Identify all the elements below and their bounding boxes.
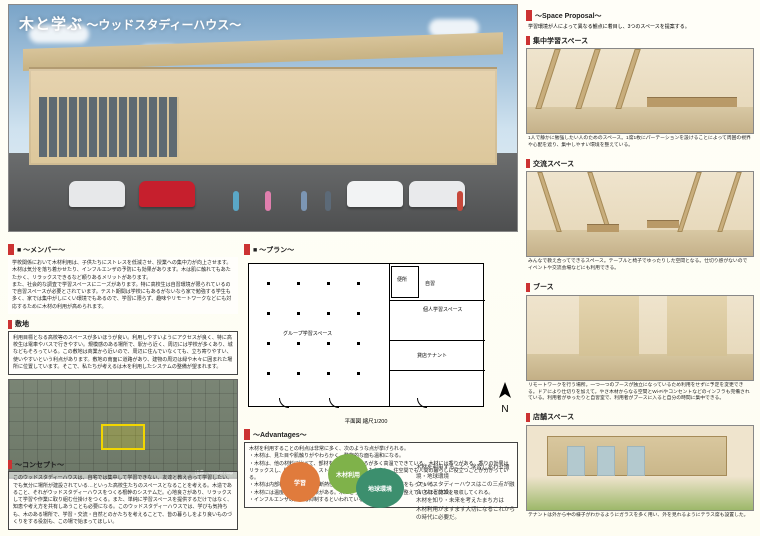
- cap-r4: テナントは外から中の様子がわかるようにガラスを多く用い、外を見れるようにテラス席…: [526, 511, 754, 524]
- north-arrow: N: [494, 382, 516, 415]
- section-r3: ブース: [526, 283, 754, 292]
- floor-plan: グループ学習スペース 個人学習スペース 便所 自習 貸店テナント: [248, 263, 484, 407]
- cap-r3: リモートワークを行う場所。一つ一つのブースが独立になっているため利用をせずに予定…: [526, 381, 754, 407]
- render-group-study: [526, 171, 754, 257]
- member-text: 学校関係において木材利用は、子供たちにストレスを低減させ、授業への集中力が向上さ…: [8, 257, 238, 314]
- section-plan: ■ ～プラン～: [244, 244, 518, 255]
- cap-r2: みんなで教え合ってできるスペース。テーブルと椅子でゆったりした空間となる。仕切り…: [526, 257, 754, 276]
- section-site: 敷地: [8, 320, 238, 329]
- plan-caption: 平面図 縮尺1/200: [244, 417, 488, 425]
- space-intro: 学習環境が人によって異なる観点に着目し、3つのスペースを提案する。: [526, 23, 754, 30]
- concept-diagram: 学習 木材利用 地球環境 木材を利用すること・学習しあわせ環境・地球環境 ウッド…: [244, 454, 518, 508]
- hero-render: 木と学ぶ 〜ウッドスタディーハウス〜: [8, 4, 518, 232]
- section-r2: 交流スペース: [526, 159, 754, 168]
- site-text: 利用目標となる高校等のスペースが多いほうが良い。利用しやすいようにアクセスが良く…: [8, 331, 238, 375]
- cap-r1: 1人で静かに勉強したい人のためのスペース。1席1枚にパーテーションを設けることに…: [526, 134, 754, 153]
- render-solo-study: [526, 48, 754, 134]
- hero-title: 木と学ぶ 〜ウッドスタディーハウス〜: [19, 13, 241, 34]
- render-tenant: [526, 425, 754, 511]
- section-r1: 集中学習スペース: [526, 36, 754, 45]
- concept-text: このウッドスタディーハウスは、自宅では集中して学習できない、友達と教え合って学習…: [8, 471, 238, 530]
- section-concept: ～コンセプト～: [8, 460, 238, 469]
- section-advantages: ～Advantages～: [244, 429, 518, 440]
- section-member: ■ ～メンバー～: [8, 244, 238, 255]
- render-booth: [526, 295, 754, 381]
- section-r4: 店舗スペース: [526, 413, 754, 422]
- section-space-proposal: ～Space Proposal～: [526, 10, 754, 21]
